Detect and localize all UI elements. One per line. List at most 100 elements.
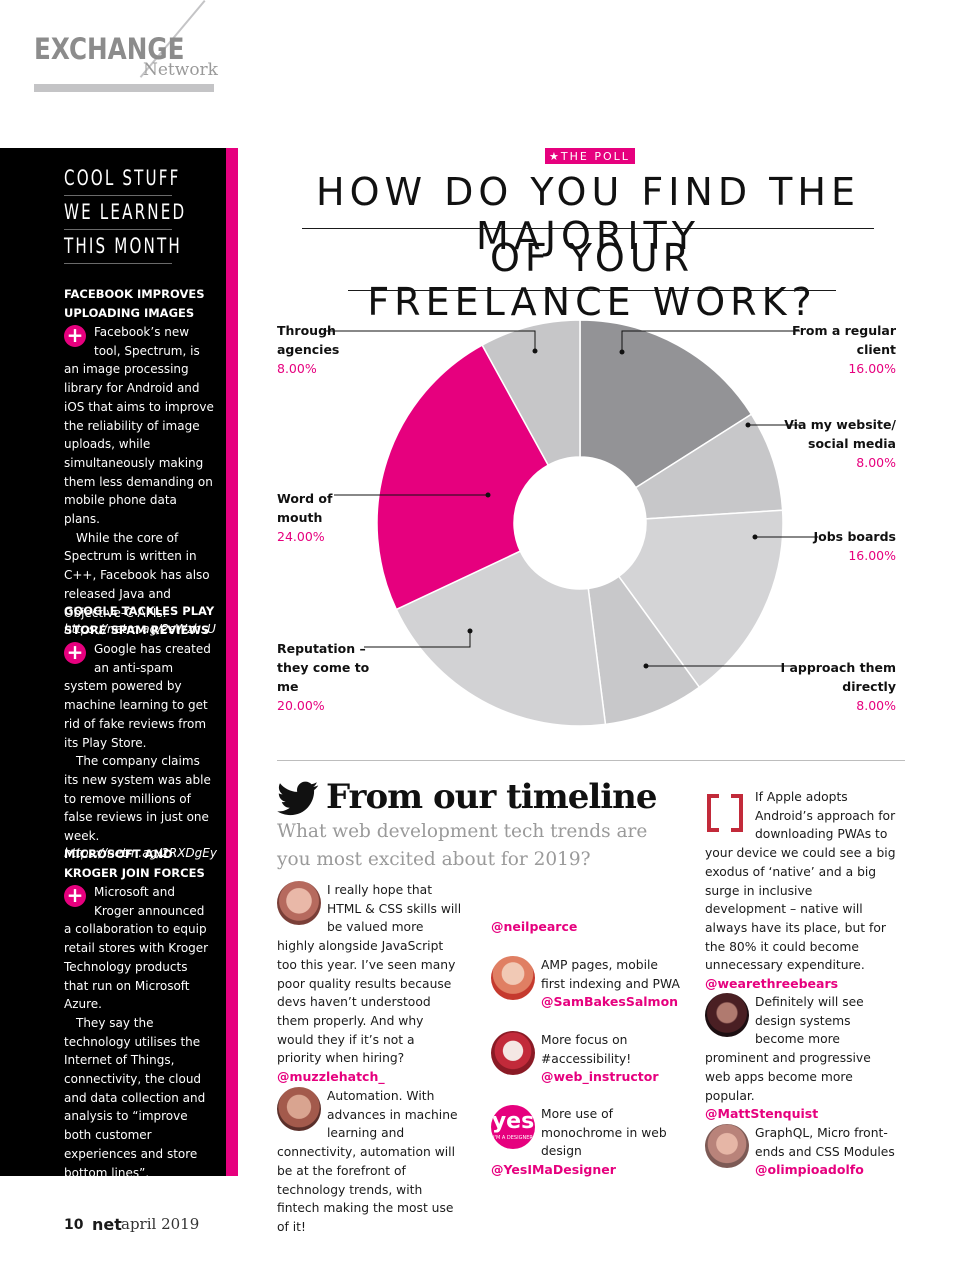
sidebar-item: GOOGLE TACKLES PLAY STORE SPAM REVIEWS +… [64,602,224,860]
slice-label-text: I approach them [780,660,896,675]
tweet-handle[interactable]: @muzzlehatch_ [277,1069,385,1085]
tweet: GraphQL, Micro front-ends and CSS Module… [705,1124,897,1180]
slice-label: Through agencies 8.00% [277,321,339,378]
slice-value: 8.00% [856,698,896,713]
slice-label-text: client [856,342,896,357]
tweet-text: Definitely will see design systems becom… [705,995,871,1103]
leader-dot [643,663,649,669]
poll-rule [348,290,836,291]
slice-label: Word of mouth 24.00% [277,489,332,546]
header-bar [34,84,214,92]
timeline-title: From our timeline [326,777,658,817]
sidebar-title: COOL STUFF WE LEARNED THIS MONTH [64,162,184,264]
leader-dot [619,349,625,355]
slice-value: 16.00% [848,548,896,563]
sidebar-item: MICROSOFT AND KROGER JOIN FORCES + Micro… [64,845,224,1196]
slice-value: 16.00% [848,361,896,376]
avatar [705,1124,749,1168]
sidebar-item-link[interactable]: https://netm.ag/2RXDgEy [64,845,217,860]
page-number: 10 [64,1217,84,1233]
slice-label-text: Via my website/ [784,417,896,432]
tweet: If Apple adopts Android’s approach for d… [705,788,897,994]
slice-label-text: me [277,679,299,694]
tweet-handle[interactable]: @olimpioadolfo [755,1162,864,1178]
sidebar-item-heading: MICROSOFT AND KROGER JOIN FORCES [64,847,205,880]
slice-label-text: agencies [277,342,340,357]
avatar [491,1031,535,1075]
poll-rule [302,228,874,229]
slice-label-text: From a regular [791,323,896,338]
tweet-text: I really hope that HTML & CSS skills wil… [277,883,462,1066]
sidebar-item-link[interactable]: https://netm.ag/2sWzhsU [64,622,216,637]
leader-line [621,330,800,352]
tweet-text: Automation. With advances in machine lea… [277,1089,458,1234]
avatar [705,993,749,1037]
donut-hole [514,457,646,589]
bracket-logo-icon [705,788,749,832]
tweet-handle[interactable]: @web_instructor [541,1069,659,1085]
sidebar-title-line: WE LEARNED [64,196,184,230]
slice-value: 20.00% [277,698,325,713]
tweet-text: More focus on #accessibility! [541,1033,632,1066]
sidebar-item-text: They say the technology utilises the Int… [64,1015,206,1180]
plus-icon: + [64,885,86,907]
section-subtitle: Network [143,60,218,80]
avatar [491,956,535,1000]
sidebar-item-text: Facebook’s new tool, Spectrum, is an ima… [64,325,214,527]
leader-dot [745,422,751,428]
leader-line [326,330,536,351]
magazine-name: net [92,1215,122,1234]
tweet-handle[interactable]: @SamBakesSalmon [541,994,679,1010]
sidebar-item-text: The company claims its new system was ab… [64,754,211,844]
sidebar-item-link[interactable]: https://netm.ag/2SdAbQa [64,1182,217,1197]
sidebar-item: FACEBOOK IMPROVES UPLOADING IMAGES + Fac… [64,285,224,636]
avatar [277,881,321,925]
section-divider [277,760,905,761]
leader-dot [467,628,473,634]
leader-dot [532,348,538,354]
leader-dot [485,492,491,498]
slice-label: Reputation – they come to me 20.00% [277,639,369,715]
slice-value: 8.00% [277,361,317,376]
tweet-text: GraphQL, Micro front-ends and CSS Module… [755,1126,895,1159]
slice-label-text: Reputation – [277,641,366,656]
sidebar-title-line: COOL STUFF [64,162,178,196]
poll-question-line: OF YOUR FREELANCE WORK? [367,236,817,324]
slice-label-text: they come to [277,660,370,675]
tweet: AMP pages, mobile first indexing and PWA… [491,956,681,1012]
slice-value: 24.00% [277,529,325,544]
tweet-continued: @neilpearce [491,881,681,937]
sidebar-stripe [226,148,238,1176]
plus-icon: + [64,642,86,664]
slice-label: Via my website/ social media 8.00% [755,415,896,472]
poll-question-line: HOW DO YOU FIND THE MAJORITY [316,170,860,258]
slice-label: From a regular client 16.00% [755,321,896,378]
sidebar-item-heading: FACEBOOK IMPROVES UPLOADING IMAGES [64,287,205,320]
slice-label: Jobs boards 16.00% [755,527,896,565]
tweet: yes I'M A DESIGNER More use of monochrom… [491,1105,681,1180]
tweet-handle[interactable]: @MattStenquist [705,1106,819,1122]
slice-label-text: mouth [277,510,323,525]
tweet-text: More use of monochrome in web design [541,1107,667,1159]
slice-label-text: Jobs boards [813,529,896,544]
sidebar-title-line: THIS MONTH [64,230,180,264]
slice-label-text: social media [808,436,896,451]
poll-donut-chart [326,319,818,727]
issue-date: april 2019 [121,1215,200,1233]
slice-label: I approach them directly 8.00% [755,658,896,715]
plus-icon: + [64,325,86,347]
sidebar [0,148,226,1176]
slice-label-text: Word of [277,491,333,506]
tweet-handle[interactable]: @YesIMaDesigner [491,1162,616,1178]
tweet-text: If Apple adopts Android’s approach for d… [705,790,896,973]
slice-label-text: Through [277,323,336,338]
tweet: Definitely will see design systems becom… [705,993,897,1124]
tweet-handle[interactable]: @wearethreebears [705,976,839,992]
star-icon: ★ [549,150,561,163]
tweet-handle[interactable]: @neilpearce [491,919,578,934]
slice-value: 8.00% [856,455,896,470]
tweet: Automation. With advances in machine lea… [277,1087,462,1237]
avatar [277,1087,321,1131]
sidebar-item-text: Microsoft and Kroger announced a collabo… [64,885,209,1012]
sidebar-item-text: While the core of Spectrum is written in… [64,530,210,620]
